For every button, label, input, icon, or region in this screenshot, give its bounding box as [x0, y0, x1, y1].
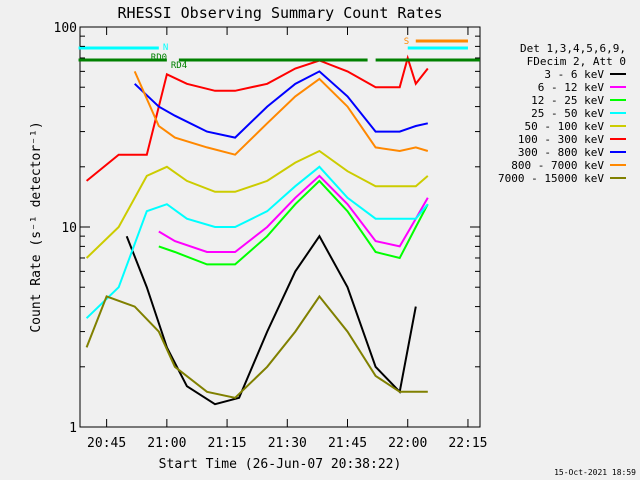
x-tick-label-3: 21:30 [268, 436, 307, 451]
chart-title: RHESSI Observing Summary Count Rates [117, 4, 442, 22]
legend-header-0: Det 1,3,4,5,6,9, [520, 42, 626, 55]
legend: Det 1,3,4,5,6,9,FDecim 2, Att 03 - 6 keV… [498, 42, 626, 185]
series-line-0 [125, 234, 417, 406]
flag-label-1: RD0 [151, 53, 167, 63]
series-line-5 [85, 54, 429, 182]
legend-entry-8: 7000 - 15000 keV [498, 172, 604, 185]
x-axis-label: Start Time (26-Jun-07 20:38:22) [159, 457, 402, 472]
flag-label-3: N [163, 43, 168, 53]
legend-entry-2: 12 - 25 keV [531, 94, 604, 107]
legend-header-1: FDecim 2, Att 0 [527, 55, 626, 68]
x-tick-label-1: 21:00 [147, 436, 186, 451]
y-tick-label-0: 1 [69, 421, 77, 436]
legend-entry-6: 300 - 800 keV [518, 146, 604, 159]
timestamp: 15-Oct-2021 18:59 [554, 468, 636, 477]
flag-label-2: RD4 [171, 61, 187, 71]
x-tick-label-2: 21:15 [208, 436, 247, 451]
flag-label-4: S [404, 37, 409, 47]
series-line-2 [158, 179, 429, 266]
x-tick-label-6: 22:15 [448, 436, 487, 451]
series-line-4 [85, 149, 429, 259]
series-line-3 [85, 165, 429, 319]
legend-entry-4: 50 - 100 keV [525, 120, 605, 133]
y-tick-label-1: 10 [61, 221, 77, 236]
legend-entry-1: 6 - 12 keV [538, 81, 605, 94]
y-tick-label-2: 100 [54, 21, 77, 36]
series-line-7 [133, 70, 429, 156]
legend-entry-7: 800 - 7000 keV [511, 159, 604, 172]
y-axis-label: Count Rate (s⁻¹ detector⁻¹) [29, 121, 44, 332]
x-tick-label-5: 22:00 [388, 436, 427, 451]
series-line-1 [158, 174, 429, 253]
legend-entry-5: 100 - 300 keV [518, 133, 604, 146]
series-line-6 [134, 70, 429, 139]
series-line-8 [85, 294, 428, 399]
legend-entry-3: 25 - 50 keV [531, 107, 604, 120]
axes-layer: 20:45 21:00 21:15 21:30 21:45 22:00 22:15 1 10 10… [54, 21, 488, 451]
legend-entry-0: 3 - 6 keV [544, 68, 604, 81]
x-tick-label-0: 20:45 [87, 436, 126, 451]
series-layer [85, 54, 429, 406]
x-tick-label-4: 21:45 [328, 436, 367, 451]
